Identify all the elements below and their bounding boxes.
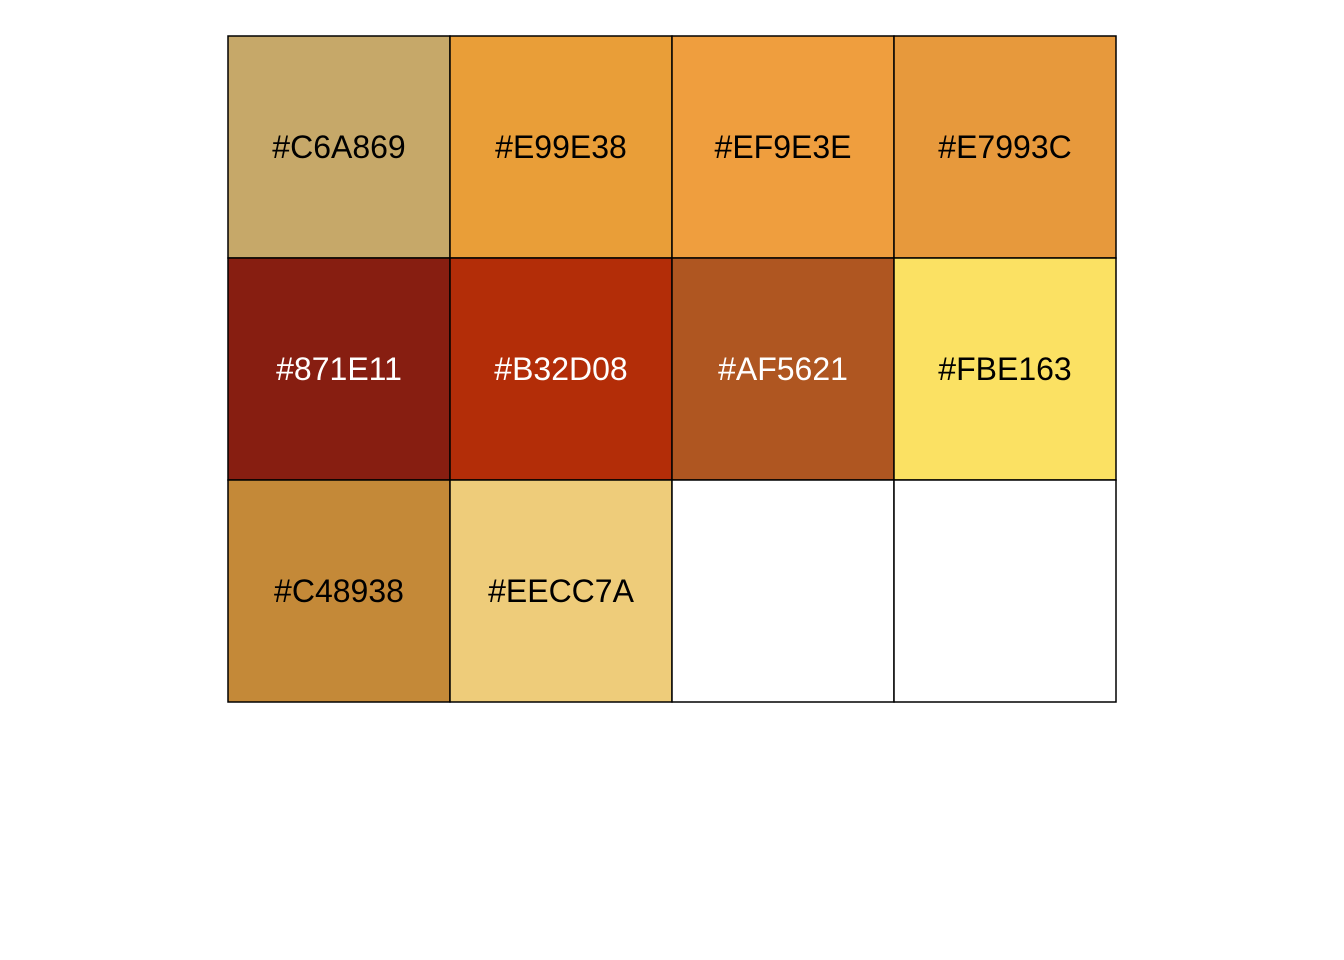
swatch-cell [671, 479, 895, 703]
swatch-cell [227, 257, 451, 481]
swatch-label: #EECC7A [488, 573, 635, 609]
swatch-label: #B32D08 [494, 351, 627, 387]
swatch-cell [227, 479, 451, 703]
swatch-cell [671, 35, 895, 259]
swatch-layer: #C6A869 #E99E38 #EF9E3E #E7993C #871E11 #B32D… [227, 35, 1117, 703]
swatch-cell [449, 479, 673, 703]
swatch-label: #FBE163 [938, 351, 1071, 387]
swatch-label: #E99E38 [495, 129, 627, 165]
swatch-label: #871E11 [276, 351, 402, 387]
swatch-cell [893, 35, 1117, 259]
swatch-label: #E7993C [938, 129, 1071, 165]
swatch-label: #AF5621 [718, 351, 848, 387]
swatch-cell [227, 35, 451, 259]
swatch-cell [449, 257, 673, 481]
swatch-cell [449, 35, 673, 259]
swatch-cell [893, 257, 1117, 481]
swatch-cell [671, 257, 895, 481]
swatch-cell [893, 479, 1117, 703]
swatch-label: #C48938 [274, 573, 404, 609]
swatch-label: #EF9E3E [715, 129, 852, 165]
swatch-label: #C6A869 [272, 129, 405, 165]
